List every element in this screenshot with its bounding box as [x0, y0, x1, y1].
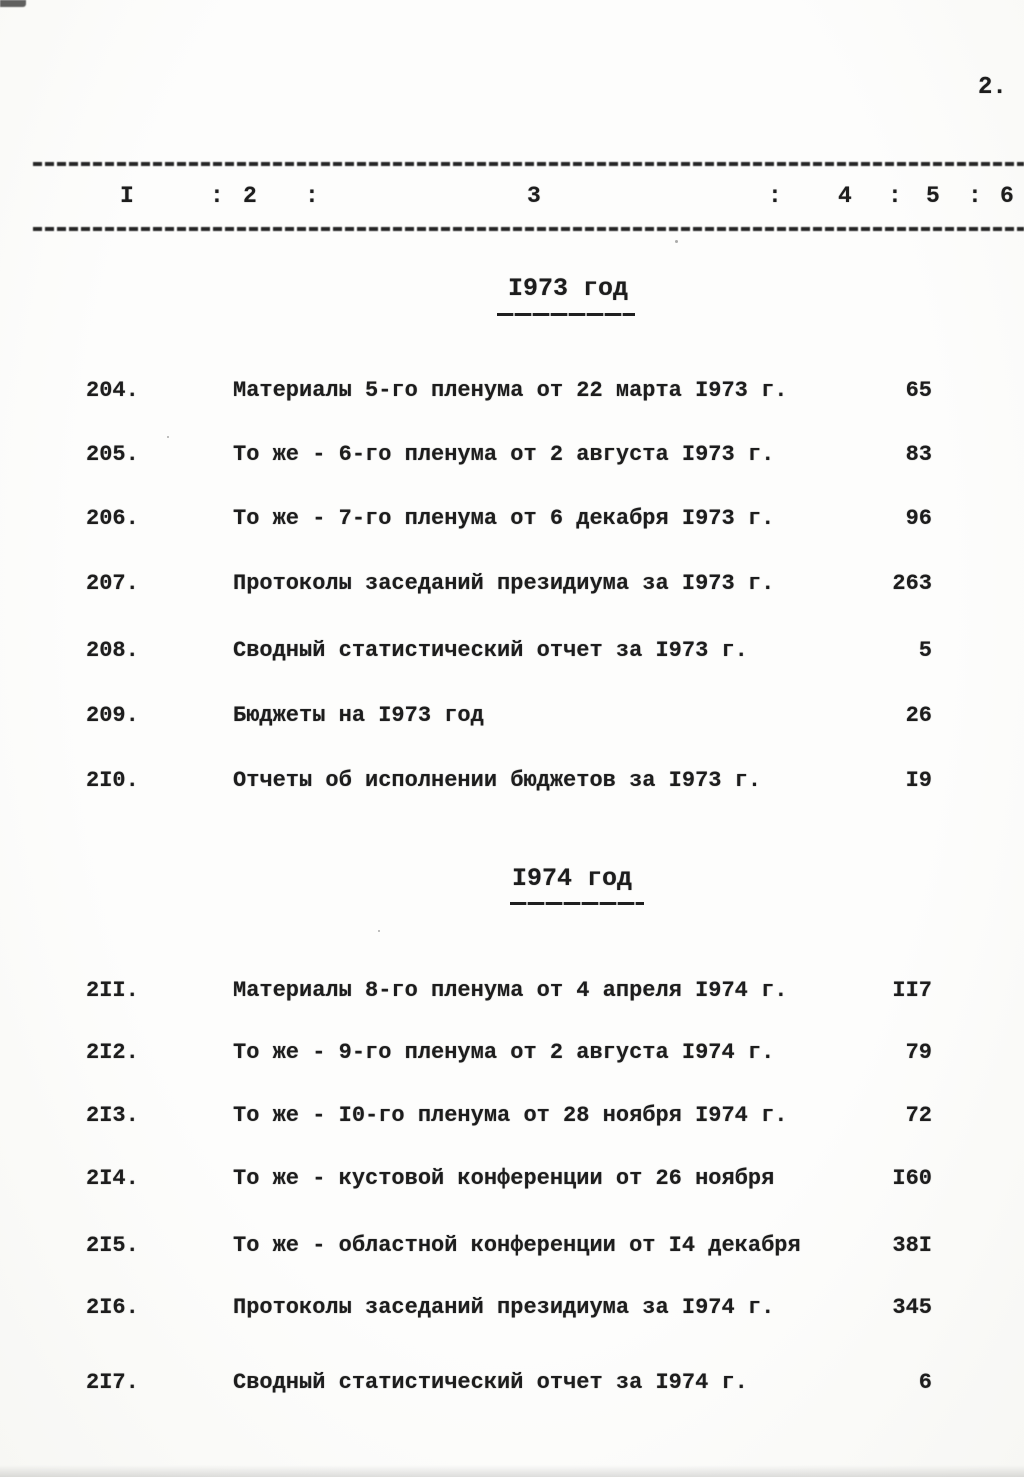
entry-number: 2I4. [86, 1166, 139, 1191]
entry-description: То же - 6-го пленума от 2 августа I973 г… [233, 442, 775, 467]
entry-description: То же - 9-го пленума от 2 августа I974 г… [233, 1040, 775, 1065]
entry-sheet-count: 79 [905, 1040, 932, 1065]
page-number: 2. [978, 74, 1007, 101]
entry-sheet-count: 26 [905, 703, 932, 728]
entry-number: 2I5. [86, 1233, 139, 1258]
table-row: 2II. Материалы 8-го пленума от 4 апреля … [0, 978, 1024, 1006]
entry-description: Отчеты об исполнении бюджетов за I973 г. [233, 768, 762, 793]
entry-number: 206. [86, 506, 139, 531]
entry-sheet-count: 345 [892, 1295, 932, 1320]
scan-artifact-corner [0, 0, 26, 7]
entry-description: Сводный статистический отчет за I974 г. [233, 1370, 748, 1395]
column-separator: : [305, 183, 319, 209]
entry-sheet-count: 5 [918, 638, 932, 663]
entry-description: То же - I0-го пленума от 28 ноября I974 … [233, 1103, 788, 1128]
entry-description: Бюджеты на I973 год [233, 703, 484, 728]
entry-number: 204. [86, 378, 139, 403]
table-column-header: I : 2 : 3 : 4 : 5 : 6 [0, 183, 1024, 213]
entry-number: 2I6. [86, 1295, 139, 1320]
table-row: 205. То же - 6-го пленума от 2 августа I… [0, 442, 1024, 470]
entry-number: 2I7. [86, 1370, 139, 1395]
entry-sheet-count: 6 [918, 1370, 932, 1395]
table-row: 2I7. Сводный статистический отчет за I97… [0, 1370, 1024, 1398]
section-heading-1973: I973 год [508, 274, 629, 303]
entry-description: Материалы 8-го пленума от 4 апреля I974 … [233, 978, 788, 1003]
column-label-1: I [120, 183, 134, 209]
entry-description: То же - 7-го пленума от 6 декабря I973 г… [233, 506, 775, 531]
entry-description: Сводный статистический отчет за I973 г. [233, 638, 748, 663]
entry-number: 209. [86, 703, 139, 728]
entry-number: 2II. [86, 978, 139, 1003]
entry-sheet-count: 96 [905, 506, 932, 531]
column-label-2: 2 [243, 183, 257, 209]
section-heading-underline [510, 902, 644, 905]
column-separator: : [210, 183, 224, 209]
entry-number: 2I3. [86, 1103, 139, 1128]
table-row: 2I3. То же - I0-го пленума от 28 ноября … [0, 1103, 1024, 1131]
entry-sheet-count: 83 [905, 442, 932, 467]
table-row: 209. Бюджеты на I973 год 26 [0, 703, 1024, 731]
column-label-5: 5 [926, 183, 940, 209]
entry-sheet-count: 65 [905, 378, 932, 403]
entry-number: 208. [86, 638, 139, 663]
table-row: 207. Протоколы заседаний президиума за I… [0, 571, 1024, 599]
column-separator: : [888, 183, 902, 209]
entry-description: Протоколы заседаний президиума за I973 г… [233, 571, 775, 596]
table-row: 2I2. То же - 9-го пленума от 2 августа I… [0, 1040, 1024, 1068]
entry-number: 205. [86, 442, 139, 467]
section-heading-1974: I974 год [512, 864, 633, 893]
entry-description: То же - кустовой конференции от 26 ноябр… [233, 1166, 775, 1191]
entry-sheet-count: 263 [892, 571, 932, 596]
entry-description: Материалы 5-го пленума от 22 марта I973 … [233, 378, 788, 403]
table-row: 2I5. То же - областной конференции от I4… [0, 1233, 1024, 1261]
entry-number: 2I0. [86, 768, 139, 793]
table-row: 208. Сводный статистический отчет за I97… [0, 638, 1024, 666]
table-row: 206. То же - 7-го пленума от 6 декабря I… [0, 506, 1024, 534]
entry-sheet-count: 38I [892, 1233, 932, 1258]
entry-number: 207. [86, 571, 139, 596]
section-heading-underline [497, 313, 635, 316]
table-row: 2I0. Отчеты об исполнении бюджетов за I9… [0, 768, 1024, 796]
entry-sheet-count: I60 [892, 1166, 932, 1191]
table-row: 2I6. Протоколы заседаний президиума за I… [0, 1295, 1024, 1323]
scan-speck [378, 930, 380, 932]
table-row: 204. Материалы 5-го пленума от 22 марта … [0, 378, 1024, 406]
scan-speck [167, 436, 169, 438]
entry-sheet-count: 72 [905, 1103, 932, 1128]
column-label-4: 4 [838, 183, 852, 209]
table-header-rule-top [33, 162, 1024, 166]
table-header-rule-bottom [33, 227, 1024, 231]
entry-sheet-count: I9 [905, 768, 932, 793]
table-row: 2I4. То же - кустовой конференции от 26 … [0, 1166, 1024, 1194]
entry-number: 2I2. [86, 1040, 139, 1065]
column-separator: : [768, 183, 782, 209]
entry-description: Протоколы заседаний президиума за I974 г… [233, 1295, 775, 1320]
entry-sheet-count: II7 [892, 978, 932, 1003]
scan-speck [675, 240, 678, 243]
column-separator: : [968, 183, 982, 209]
entry-description: То же - областной конференции от I4 дека… [233, 1233, 801, 1258]
column-label-3: 3 [527, 183, 541, 209]
column-label-6: 6 [1000, 183, 1014, 209]
